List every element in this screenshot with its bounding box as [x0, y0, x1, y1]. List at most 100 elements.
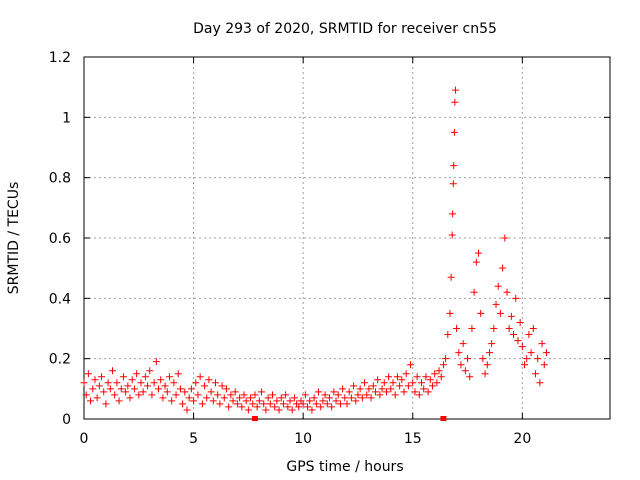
data-point [135, 391, 143, 399]
data-point [435, 367, 443, 375]
data-point [341, 394, 349, 402]
data-point [244, 406, 252, 414]
data-point [205, 376, 213, 384]
data-point [295, 403, 303, 411]
data-point [251, 391, 259, 399]
axis-marker [251, 416, 258, 421]
data-point [534, 355, 542, 363]
data-point [284, 403, 292, 411]
data-point [525, 331, 533, 339]
data-point [426, 376, 434, 384]
data-point [152, 358, 160, 366]
data-point [507, 312, 515, 320]
data-point [203, 394, 211, 402]
data-point [214, 391, 222, 399]
data-point [499, 264, 507, 272]
data-point [393, 373, 401, 381]
data-point [181, 388, 189, 396]
data-point [455, 349, 463, 357]
data-point [447, 273, 455, 281]
data-point [433, 379, 441, 387]
data-point [89, 385, 97, 393]
data-point [529, 325, 537, 332]
data-point [227, 391, 235, 399]
data-point [179, 400, 187, 408]
data-point [108, 367, 116, 375]
data-point [385, 373, 393, 381]
data-point [176, 385, 184, 393]
data-point [470, 288, 478, 296]
data-point [424, 388, 432, 396]
data-point [449, 180, 457, 188]
data-point [236, 394, 244, 402]
data-point [282, 391, 290, 399]
axis-ticks: 0 0.2 0.4 0.6 0.8 1 1.2 0 5 10 15 20 [49, 50, 610, 447]
data-point [212, 379, 219, 387]
data-point [266, 400, 274, 408]
data-point [334, 391, 342, 399]
data-point [457, 361, 465, 369]
data-point [505, 325, 513, 332]
data-point [475, 249, 482, 257]
data-point [262, 406, 270, 414]
data-point [407, 361, 415, 369]
data-point [290, 394, 298, 402]
data-point [192, 379, 200, 387]
data-point [396, 382, 404, 390]
data-point [113, 379, 121, 387]
data-point [201, 382, 209, 390]
data-point [183, 406, 191, 414]
data-point [82, 391, 90, 399]
data-point [161, 382, 169, 390]
data-point [238, 403, 246, 411]
data-point [100, 388, 108, 396]
data-point [106, 385, 114, 393]
data-point [363, 391, 371, 399]
data-point [209, 397, 217, 405]
data-point [306, 397, 314, 405]
data-point [336, 400, 344, 408]
data-point [319, 397, 327, 405]
data-point [253, 403, 261, 411]
data-point [365, 385, 373, 393]
x-axis-label: GPS time / hours [286, 459, 403, 475]
data-point [479, 355, 487, 363]
data-point [168, 397, 176, 405]
data-point [512, 294, 520, 302]
data-point [225, 403, 233, 411]
data-point [540, 361, 548, 369]
data-point [301, 391, 309, 399]
data-point [310, 394, 318, 402]
data-point [523, 355, 531, 363]
data-point [367, 394, 375, 402]
data-point [137, 379, 145, 387]
data-point [420, 385, 428, 393]
data-point [325, 394, 333, 402]
data-point [207, 388, 215, 396]
data-point [218, 382, 226, 390]
data-point [247, 394, 255, 402]
data-point [446, 309, 454, 317]
data-point [126, 394, 134, 402]
x-tick-label: 15 [404, 431, 422, 447]
data-point [148, 391, 156, 399]
data-point [518, 343, 526, 351]
data-point [536, 379, 544, 387]
data-point [220, 394, 228, 402]
data-point [361, 379, 369, 387]
data-point [409, 379, 417, 387]
data-point [468, 325, 476, 332]
data-point [165, 373, 173, 381]
data-point [481, 370, 489, 378]
data-point [411, 388, 419, 396]
data-point [422, 373, 430, 381]
data-point [196, 373, 204, 381]
data-point [317, 403, 325, 411]
data-point [450, 162, 458, 170]
data-point [402, 370, 410, 378]
data-point [477, 309, 485, 317]
data-point [275, 406, 283, 414]
data-point [332, 397, 340, 405]
data-point [240, 391, 248, 399]
data-point [155, 385, 163, 393]
